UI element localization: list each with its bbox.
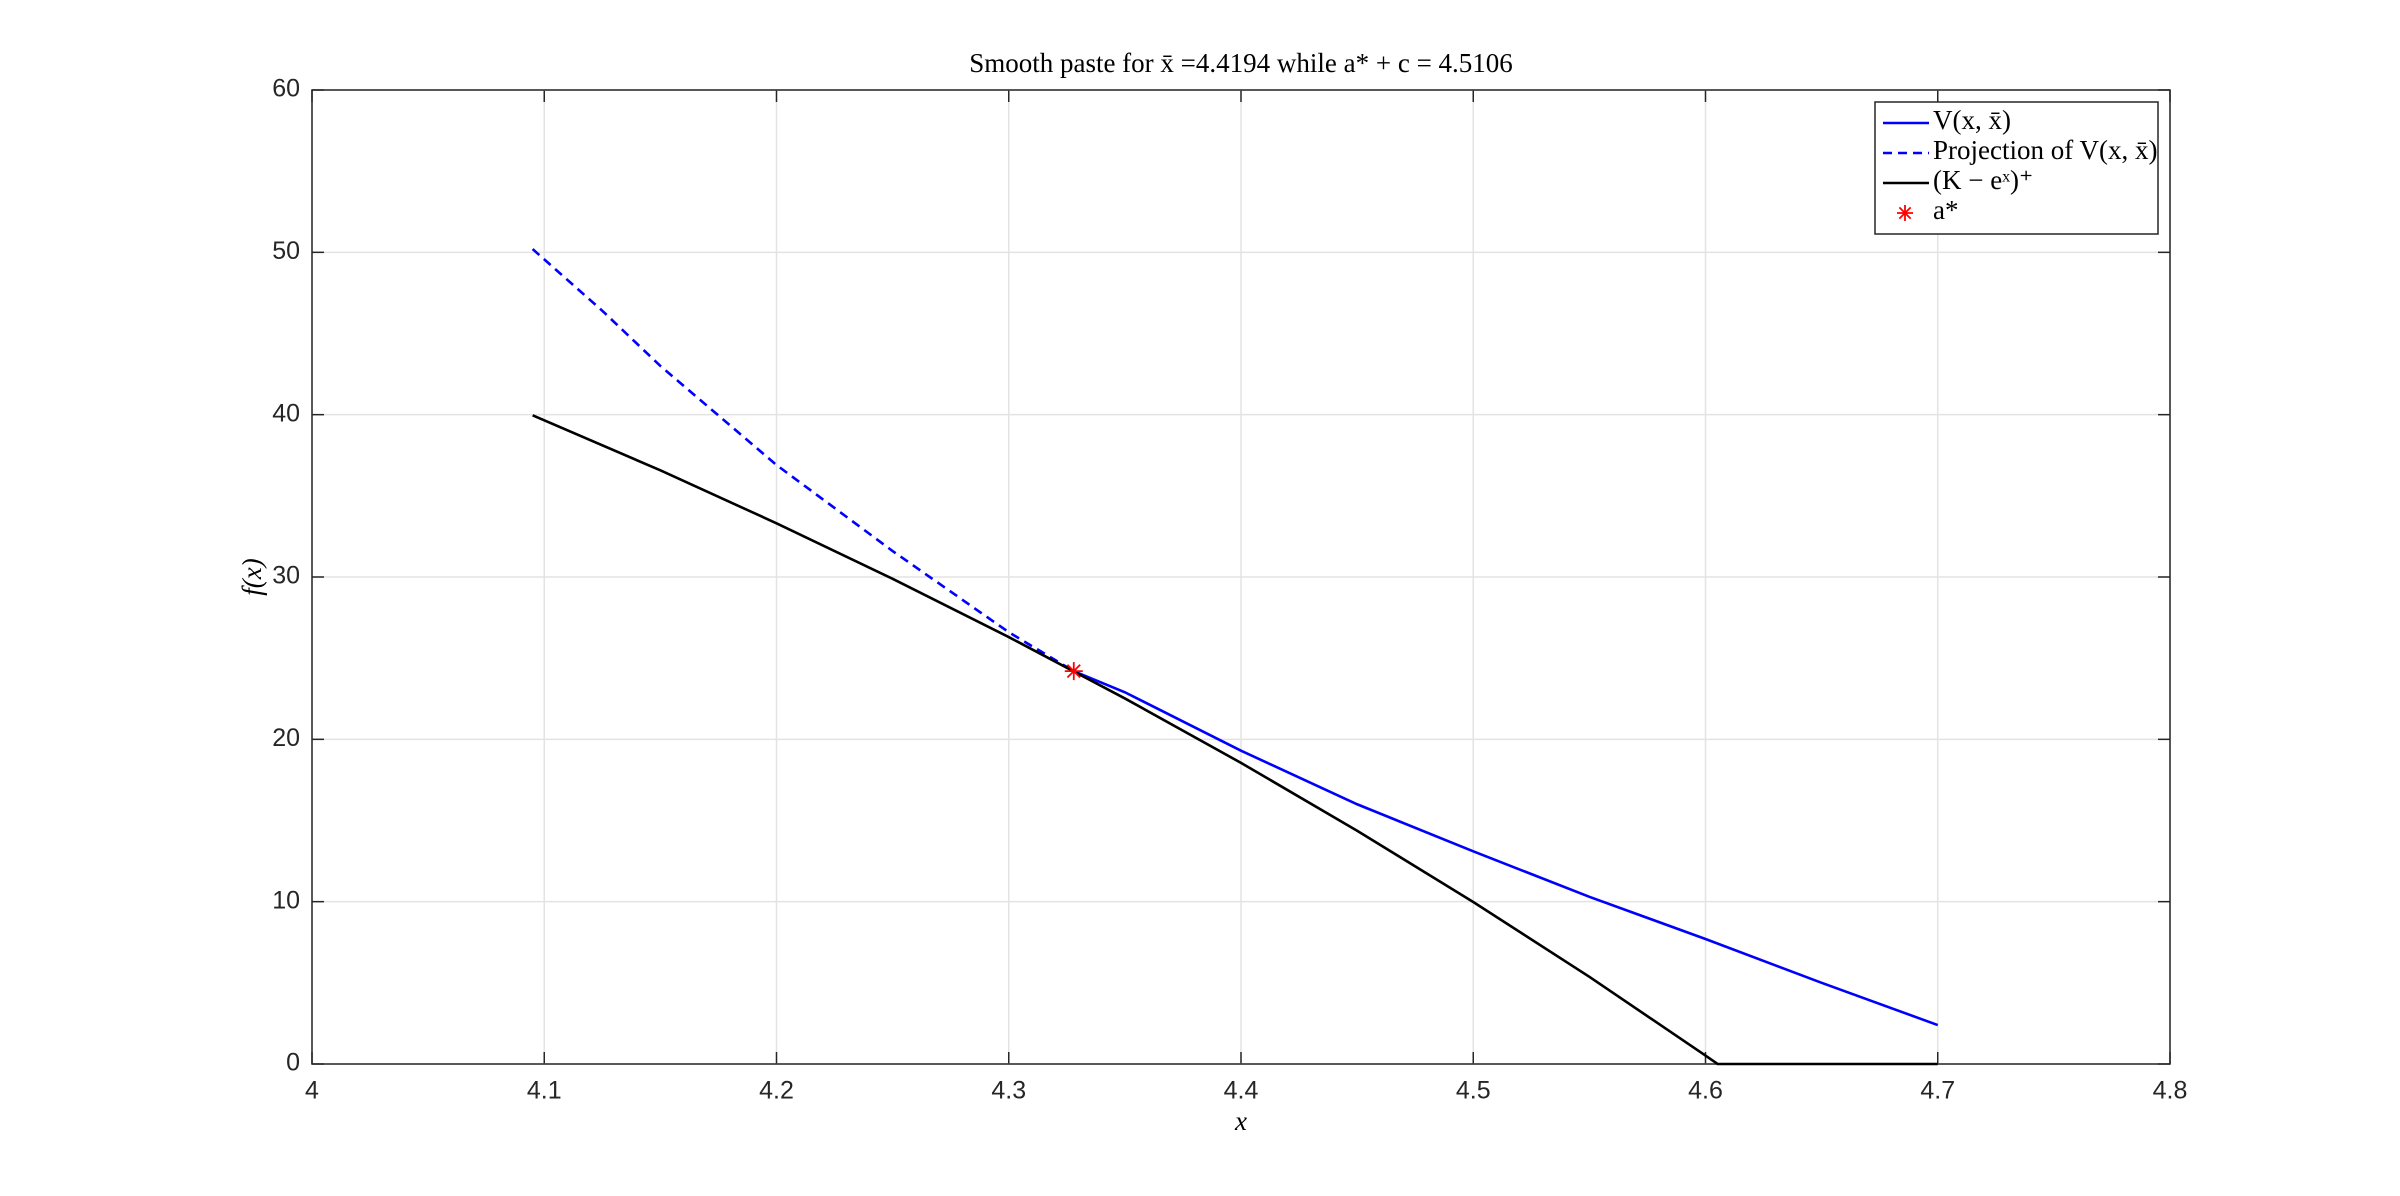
y-tick-label: 20	[272, 724, 300, 752]
legend-label: a*	[1933, 195, 1958, 225]
y-tick-label: 50	[272, 237, 300, 265]
x-tick-label: 4.6	[1688, 1077, 1723, 1105]
x-tick-label: 4.3	[991, 1077, 1026, 1105]
legend-label: V(x, x̄)	[1933, 105, 2011, 135]
y-axis-label: f(x)	[237, 558, 267, 595]
legend: V(x, x̄)Projection of V(x, x̄)(K − eˣ)⁺a…	[1874, 101, 2159, 235]
y-tick-label: 30	[272, 562, 300, 590]
x-tick-label: 4.2	[759, 1077, 794, 1105]
x-tick-label: 4.8	[2153, 1077, 2188, 1105]
y-tick-label: 40	[272, 399, 300, 427]
marker	[1897, 205, 1913, 221]
y-tick-label: 10	[272, 886, 300, 914]
x-tick-label: 4.4	[1224, 1077, 1259, 1105]
plot-frame	[311, 89, 2171, 1065]
x-tick-label: 4.7	[1920, 1077, 1955, 1105]
line-series	[1073, 669, 1939, 1027]
y-tick-label: 0	[286, 1049, 300, 1077]
legend-label: Projection of V(x, x̄)	[1933, 135, 2157, 165]
x-tick-label: 4.1	[527, 1077, 562, 1105]
x-tick-label: 4.5	[1456, 1077, 1491, 1105]
x-axis-label: x	[1234, 1106, 1247, 1136]
chart-title: Smooth paste for x̄ =4.4194 while a* + c…	[969, 48, 1513, 78]
marker	[1064, 662, 1083, 681]
line-series	[531, 248, 1075, 673]
x-tick-label: 4	[305, 1077, 319, 1105]
legend-label: (K − eˣ)⁺	[1933, 165, 2033, 195]
y-tick-label: 60	[272, 75, 300, 103]
line-series	[532, 414, 1938, 1066]
